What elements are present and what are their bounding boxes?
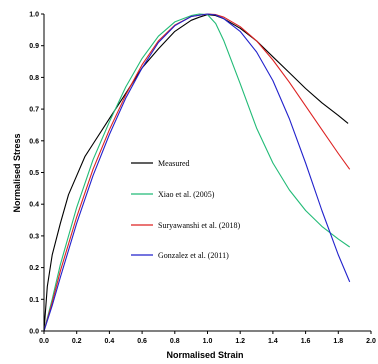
- x-tick-label: 1.6: [301, 338, 311, 345]
- x-tick-label: 2.0: [366, 338, 376, 345]
- axis-ticks: [41, 13, 372, 334]
- x-tick-label: 1.4: [268, 338, 278, 345]
- legend: Measured Xiao et al. (2005) Suryawanshi et…: [131, 159, 241, 260]
- y-tick-label: 0.9: [29, 43, 39, 50]
- series-line-suryawanshi-et-al-2018: [43, 13, 351, 332]
- y-tick-label: 0.6: [29, 138, 39, 145]
- x-tick-label: 0.0: [39, 338, 49, 345]
- legend-label-gonzalez-et-al-2011: Gonzalez et al. (2011): [158, 251, 229, 260]
- y-tick-label: 0.1: [29, 297, 39, 304]
- x-tick-label: 0.8: [170, 338, 180, 345]
- series-lines: [43, 13, 351, 332]
- series-line-measured: [43, 14, 349, 332]
- y-tick-label: 1.0: [29, 12, 39, 19]
- legend-label-suryawanshi-et-al-2018: Suryawanshi et al. (2018): [158, 221, 241, 230]
- y-tick-label: 0.4: [29, 202, 39, 209]
- x-axis-title: Normalised Strain: [166, 350, 243, 360]
- legend-label-measured: Measured: [158, 159, 190, 168]
- y-tick-label: 0.5: [29, 170, 39, 177]
- y-axis-title: Normalised Stress: [12, 133, 22, 212]
- x-tick-labels: 0.0 0.2 0.4 0.6 0.8 1.0 1.2 1.4 1.6 1.8 2.0: [39, 338, 376, 345]
- x-tick-label: 1.0: [203, 338, 213, 345]
- series-line-xiao-et-al-2005: [43, 13, 351, 332]
- legend-label-xiao-et-al-2005: Xiao et al. (2005): [158, 190, 215, 199]
- y-tick-label: 0.3: [29, 233, 39, 240]
- x-tick-label: 1.8: [333, 338, 343, 345]
- x-tick-label: 0.4: [105, 338, 115, 345]
- y-tick-label: 0.8: [29, 75, 39, 82]
- y-tick-labels: 0.0 0.1 0.2 0.3 0.4 0.5 0.6 0.7 0.8 0.9 1.0: [29, 12, 39, 336]
- y-tick-label: 0.7: [29, 107, 39, 114]
- y-tick-label: 0.0: [29, 329, 39, 336]
- x-tick-label: 0.2: [72, 338, 82, 345]
- y-tick-label: 0.2: [29, 265, 39, 272]
- series-line-gonzalez-et-al-2011: [43, 13, 351, 332]
- x-tick-label: 0.6: [137, 338, 147, 345]
- x-tick-label: 1.2: [235, 338, 245, 345]
